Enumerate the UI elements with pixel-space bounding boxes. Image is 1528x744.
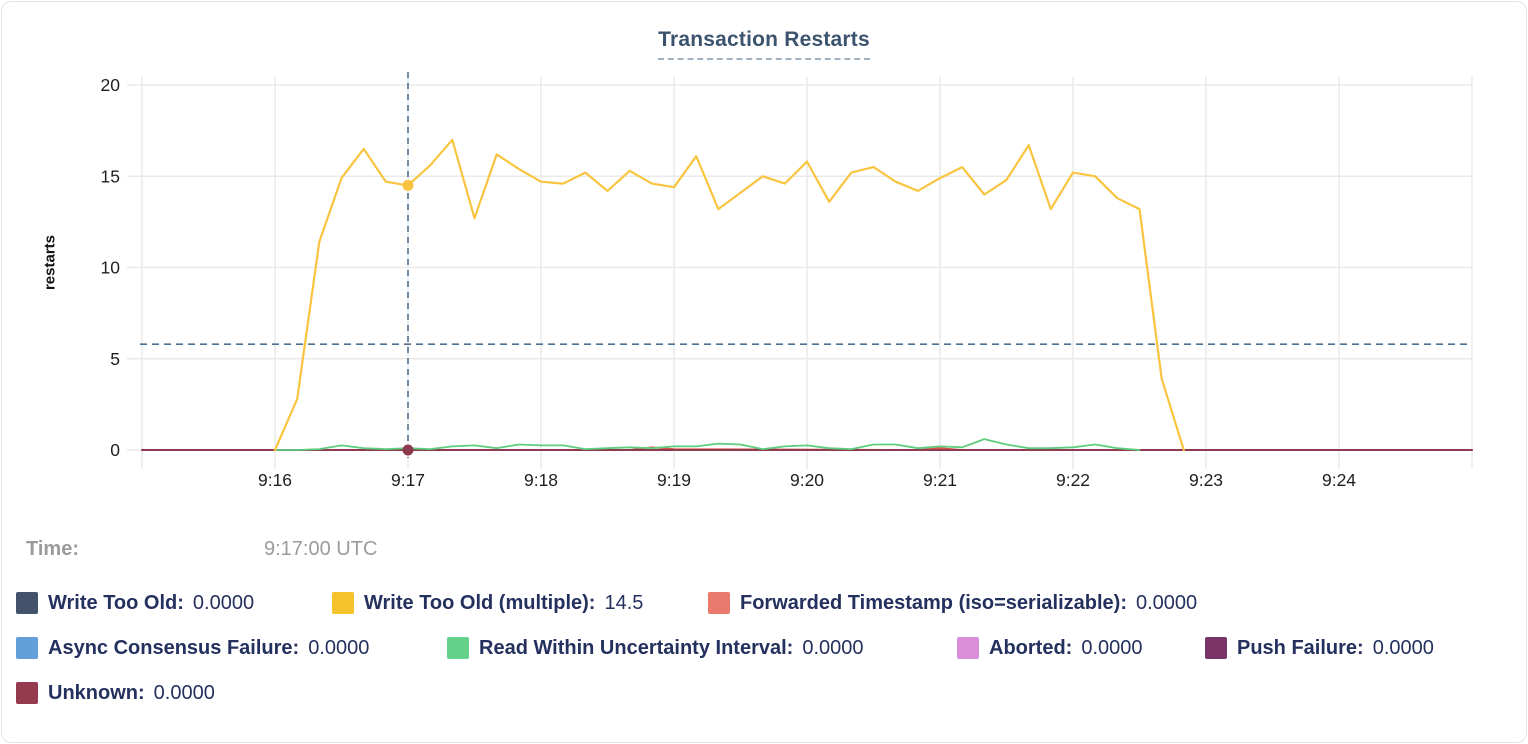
y-tick-label: 10	[101, 258, 121, 278]
legend-item-push-failure: Push Failure: 0.0000	[1205, 637, 1434, 660]
legend-value: 0.0000	[802, 636, 864, 659]
x-tick-label: 9:24	[1322, 470, 1356, 490]
legend-value: 0.0000	[153, 681, 215, 704]
legend-label: Unknown:	[48, 681, 145, 704]
y-tick-label: 20	[101, 75, 121, 95]
legend-label: Push Failure:	[1237, 636, 1364, 659]
x-tick-label: 9:23	[1189, 470, 1223, 490]
x-tick-label: 9:17	[391, 470, 425, 490]
legend-label: Read Within Uncertainty Interval:	[479, 636, 794, 659]
legend-item-async-consensus-failure: Async Consensus Failure: 0.0000	[16, 637, 447, 660]
x-tick-label: 9:22	[1056, 470, 1090, 490]
x-tick-label: 9:19	[657, 470, 691, 490]
legend-item-read-within-uncertainty: Read Within Uncertainty Interval: 0.0000	[447, 637, 957, 660]
legend-row: Unknown: 0.0000	[16, 678, 1516, 708]
series-color-swatch-icon	[16, 637, 38, 659]
series-color-swatch-icon	[16, 592, 38, 614]
legend-item-unknown: Unknown: 0.0000	[16, 682, 215, 705]
x-tick-label: 9:18	[524, 470, 558, 490]
legend-item-forwarded-timestamp: Forwarded Timestamp (iso=serializable): …	[708, 592, 1197, 615]
legend-row: Write Too Old: 0.0000 Write Too Old (mul…	[16, 588, 1516, 618]
legend-label: Forwarded Timestamp (iso=serializable):	[740, 591, 1127, 614]
chart-title[interactable]: Transaction Restarts	[658, 28, 870, 60]
time-value: 9:17:00 UTC	[264, 538, 378, 560]
chart-header: Transaction Restarts	[2, 28, 1526, 60]
legend-label: Write Too Old:	[48, 591, 184, 614]
series-color-swatch-icon	[332, 592, 354, 614]
legend-value: 0.0000	[1372, 636, 1434, 659]
series-color-swatch-icon	[957, 637, 979, 659]
y-tick-label: 0	[110, 440, 120, 460]
x-tick-label: 9:16	[258, 470, 292, 490]
hover-time-row: Time: 9:17:00 UTC	[26, 538, 1502, 566]
x-tick-label: 9:21	[923, 470, 957, 490]
legend-value: 0.0000	[192, 591, 255, 614]
series-color-swatch-icon	[708, 592, 730, 614]
chart-legend: Write Too Old: 0.0000 Write Too Old (mul…	[16, 588, 1516, 723]
x-tick-label: 9:20	[790, 470, 824, 490]
hover-point-write-too-old-multiple-	[402, 179, 414, 191]
legend-value: 0.0000	[308, 636, 370, 659]
y-tick-label: 15	[101, 166, 120, 186]
series-color-swatch-icon	[1205, 637, 1227, 659]
series-color-swatch-icon	[447, 637, 469, 659]
chart-plot-area[interactable]: 0 5 10 15 20 9:16 9:17 9:18 9:19 9:20 9:21 9:22 9:23…	[2, 2, 1527, 512]
legend-value: 0.0000	[1081, 636, 1143, 659]
legend-item-write-too-old: Write Too Old: 0.0000	[16, 592, 332, 615]
legend-item-aborted: Aborted: 0.0000	[957, 637, 1205, 660]
legend-label: Async Consensus Failure:	[48, 636, 300, 659]
series-line-write-too-old-multiple-	[273, 138, 1185, 452]
y-tick-label: 5	[110, 349, 120, 369]
legend-label: Aborted:	[989, 636, 1073, 659]
legend-label: Write Too Old (multiple):	[364, 591, 596, 614]
time-label: Time:	[26, 538, 79, 560]
legend-value: 14.5	[604, 591, 644, 614]
series-line-read-within-uncertainty-interval	[274, 438, 1141, 451]
series-color-swatch-icon	[16, 682, 38, 704]
hover-point-unknown	[402, 444, 414, 456]
legend-item-write-too-old-multiple: Write Too Old (multiple): 14.5	[332, 592, 708, 615]
legend-row: Async Consensus Failure: 0.0000 Read Wit…	[16, 633, 1516, 663]
legend-value: 0.0000	[1135, 591, 1198, 614]
